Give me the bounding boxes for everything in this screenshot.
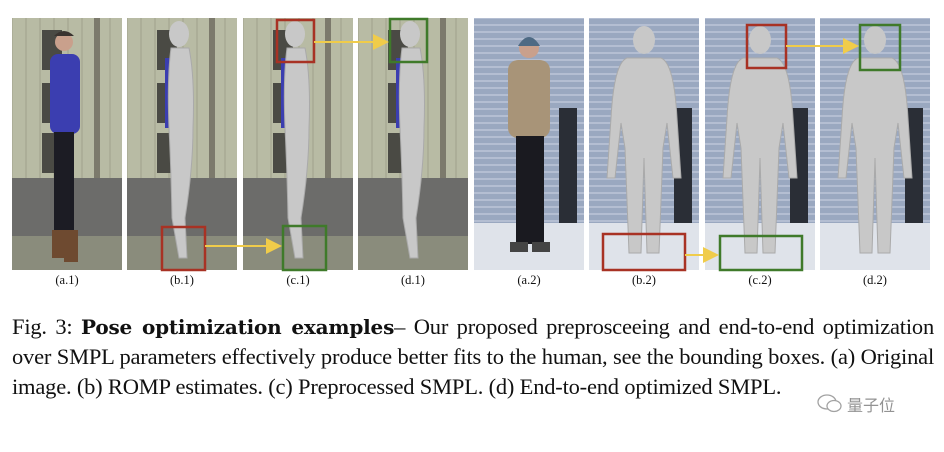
caption-title: Pose optimization examples (81, 315, 395, 339)
watermark: 量子位 (817, 392, 895, 416)
caption-body: – Our proposed preprosceeing and end-to-… (12, 314, 935, 399)
panel-image (705, 18, 815, 270)
panel-label: (a.1) (55, 273, 79, 287)
panel-label: (b.2) (632, 273, 656, 287)
wechat-icon (817, 394, 842, 413)
panel-label: (d.1) (401, 273, 425, 287)
panel-image (243, 18, 353, 270)
panel-b.1 (127, 18, 237, 270)
panel-a.1 (12, 18, 122, 270)
panel-c.1 (243, 18, 353, 270)
panel-image (12, 18, 122, 270)
figure-caption: Fig. 3: Pose optimization examples– Our … (12, 312, 934, 402)
panel-label: (c.2) (748, 273, 772, 287)
panel-label: (c.1) (286, 273, 310, 287)
caption-prefix: Fig. 3: (12, 314, 82, 339)
watermark-text: 量子位 (847, 396, 896, 415)
panel-c.2 (705, 18, 815, 270)
panel-image (127, 18, 237, 270)
panel-b.2 (589, 18, 699, 270)
panel-label: (d.2) (863, 273, 887, 287)
panel-d.2 (820, 18, 930, 270)
panel-image (358, 18, 468, 270)
panel-image (589, 18, 699, 270)
panel-label: (a.2) (517, 273, 541, 287)
panel-a.2 (474, 18, 584, 270)
panel-d.1 (358, 18, 468, 270)
panel-image (474, 18, 584, 270)
panel-label: (b.1) (170, 273, 194, 287)
panel-image (820, 18, 930, 270)
